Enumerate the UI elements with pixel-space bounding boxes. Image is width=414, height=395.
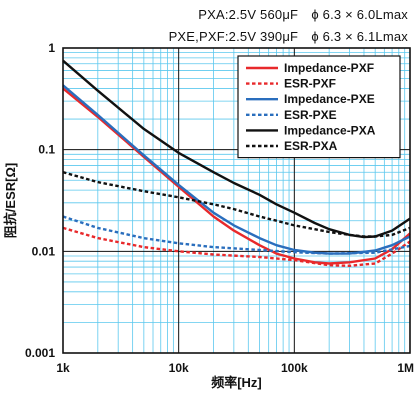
x-tick-label: 100k — [281, 361, 308, 375]
tick-labels: 1k 10k 100k 1M 1 0.1 0.01 0.001 — [25, 41, 414, 375]
y-axis-label: 阻抗/ESR[Ω] — [3, 163, 18, 238]
legend-label: Impedance-PXE — [284, 92, 375, 106]
series-line-esr-pxe — [62, 215, 411, 255]
legend-label: Impedance-PXA — [284, 123, 376, 137]
x-tick-label: 1k — [56, 361, 70, 375]
legend-box — [237, 55, 401, 159]
x-tick-label: 1M — [397, 361, 414, 375]
series-line-impedance-pxf — [62, 87, 411, 265]
legend-label: ESR-PXA — [284, 139, 338, 153]
y-tick-label: 0.001 — [25, 346, 55, 360]
series-line-esr-pxf — [62, 226, 411, 267]
x-tick-label: 10k — [169, 361, 189, 375]
legend-label: ESR-PXF — [284, 77, 336, 91]
y-tick-label: 1 — [48, 41, 55, 55]
plot-series — [62, 59, 411, 267]
spec-line-pxa: PXA:2.5V 560μF ϕ 6.3 × 6.0Lmax — [198, 7, 408, 22]
x-axis-label: 频率[Hz] — [211, 375, 262, 390]
series-line-impedance-pxe — [62, 84, 411, 255]
legend-label: ESR-PXE — [284, 108, 337, 122]
plot-frame — [62, 47, 411, 354]
series-line-esr-pxa — [62, 171, 411, 238]
legend-label: Impedance-PXF — [284, 61, 374, 75]
y-tick-label: 0.1 — [38, 143, 55, 157]
spec-line-pxe-pxf: PXE,PXF:2.5V 390μF ϕ 6.3 × 6.1Lmax — [168, 29, 408, 44]
y-tick-label: 0.01 — [32, 244, 56, 258]
